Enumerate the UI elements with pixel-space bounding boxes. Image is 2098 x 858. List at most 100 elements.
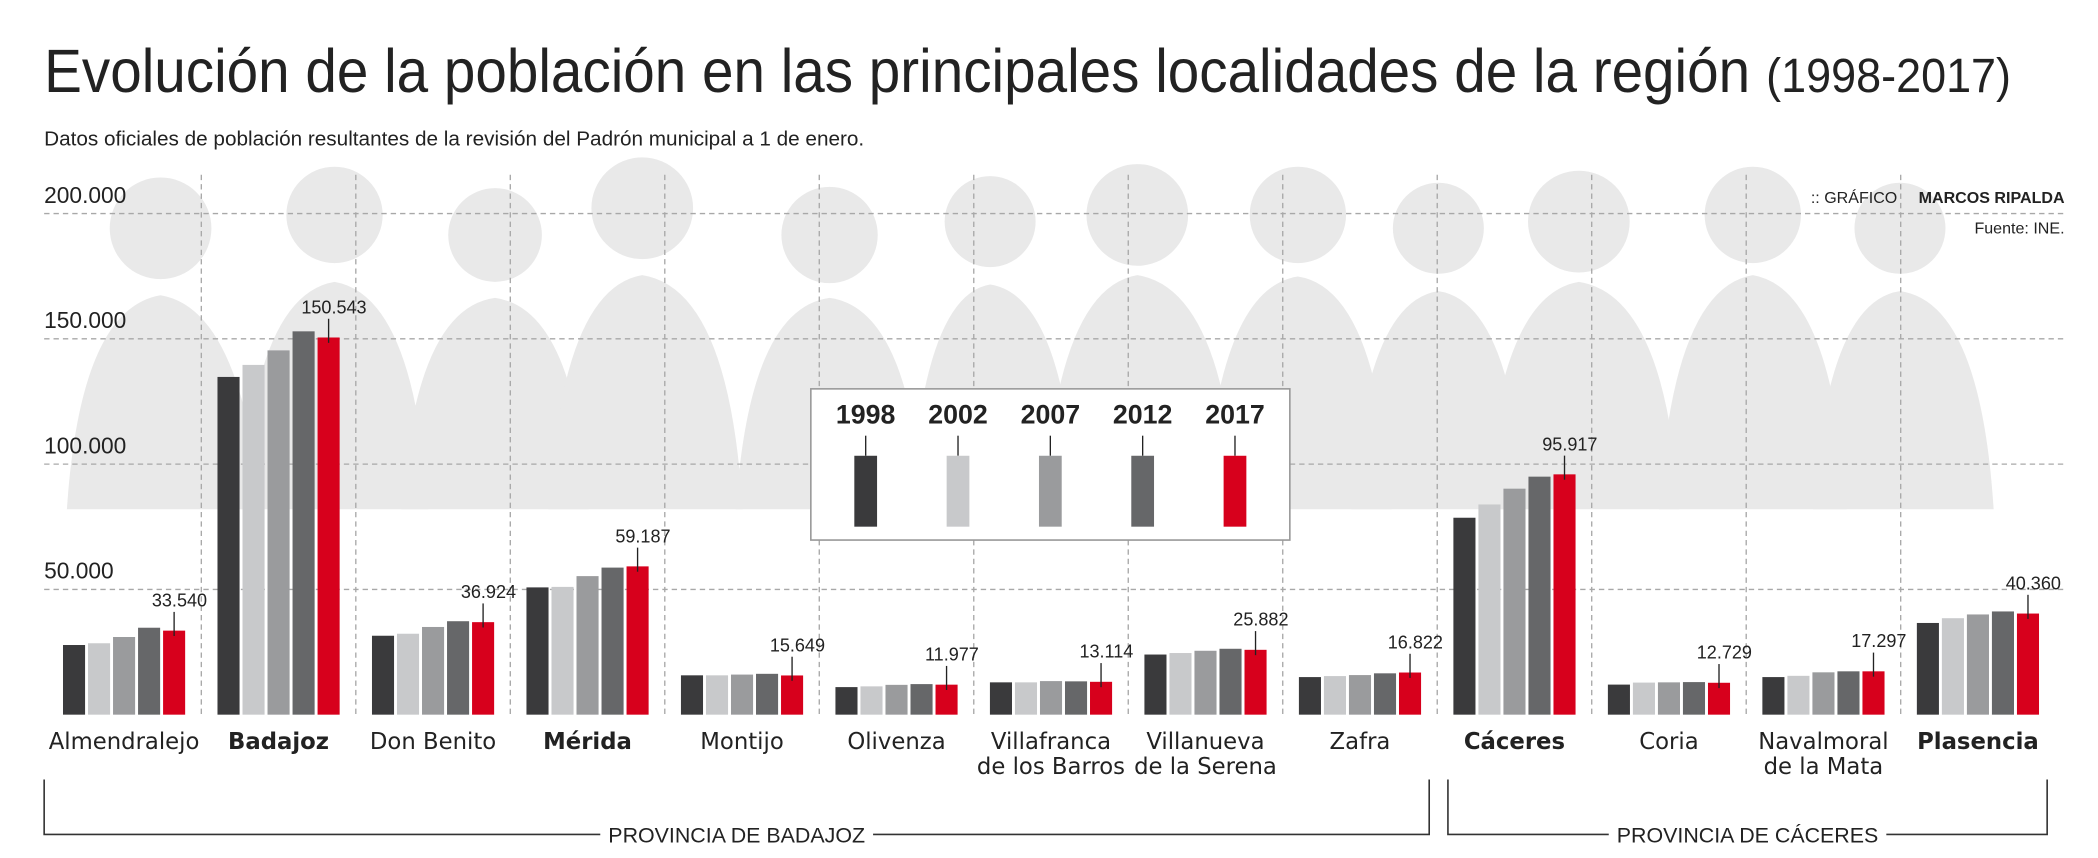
bar	[1862, 671, 1885, 715]
category-label-box: Villafranca de los Barros	[976, 730, 1126, 781]
category-label-box: Coria	[1639, 730, 1699, 756]
bar	[447, 621, 470, 715]
x-tick-label: Plasencia	[1917, 730, 2039, 756]
value-label: 13.114	[1079, 642, 1133, 662]
bar	[835, 687, 858, 715]
bar	[62, 645, 86, 715]
bar	[1373, 673, 1397, 715]
bar	[1503, 488, 1526, 715]
category-label-box: Cáceres	[1463, 730, 1566, 756]
bar	[1916, 622, 1939, 715]
bar	[730, 674, 754, 715]
group-label: PROVINCIA DE CÁCERES	[1617, 822, 1879, 847]
category-label-box: Olivenza	[847, 730, 945, 755]
bar	[267, 350, 290, 715]
category-label-box: Montijo	[700, 730, 783, 755]
title-period: (1998-2017)	[1766, 49, 2011, 103]
bar	[138, 627, 161, 715]
bar	[1528, 476, 1551, 715]
group-label-bg	[1608, 821, 1887, 848]
category-label-box: Zafra	[1330, 730, 1391, 755]
bar	[113, 636, 136, 715]
value-label: 17.297	[1851, 631, 1906, 651]
source: Fuente: INE.	[1974, 220, 2064, 238]
bar	[1787, 675, 1810, 715]
bar	[1812, 672, 1835, 715]
credit-author: MARCOS RIPALDA	[1919, 189, 2065, 207]
value-label: 150.543	[301, 297, 366, 317]
bar	[1453, 517, 1476, 715]
legend-label: 2007	[1021, 400, 1081, 430]
group-label-bg	[600, 821, 874, 848]
bar	[1762, 677, 1785, 715]
bar	[526, 587, 549, 715]
bar	[1632, 682, 1655, 715]
value-label: 95.917	[1542, 434, 1597, 454]
bar	[472, 622, 495, 715]
category-label-box: Villanueva de la Serena	[1134, 730, 1277, 781]
bar	[935, 684, 958, 715]
bar	[1478, 504, 1501, 715]
value-label: 25.882	[1233, 610, 1288, 630]
category-label-box: Navalmoral de la Mata	[1758, 730, 1888, 780]
x-tick-label: Coria	[1639, 730, 1699, 756]
bar	[756, 673, 779, 715]
y-tick-label: 200.000	[44, 182, 126, 208]
bar	[396, 633, 420, 715]
bar	[1039, 681, 1063, 715]
value-label: 33.540	[152, 591, 207, 611]
group-label: PROVINCIA DE BADAJOZ	[608, 823, 865, 847]
x-tick-label: Don Benito	[369, 730, 497, 756]
bar	[163, 630, 186, 715]
bar	[576, 576, 599, 715]
x-tick-label: Villafranca de los Barros	[976, 730, 1126, 781]
chart-title: Evolución de la población en las princip…	[44, 37, 1750, 106]
bar	[1298, 677, 1321, 715]
bar	[1991, 611, 2014, 715]
bar	[1398, 672, 1422, 715]
bar	[1348, 675, 1372, 715]
legend-swatch	[1223, 455, 1247, 527]
bar	[989, 682, 1013, 715]
bar	[317, 337, 340, 715]
bar	[860, 686, 883, 715]
category-label-box: Mérida	[543, 730, 632, 756]
bar	[1169, 653, 1192, 715]
bar	[626, 566, 649, 715]
bar	[1323, 676, 1347, 715]
legend-label: 1998	[836, 400, 896, 430]
bar	[551, 586, 574, 715]
bar	[1607, 684, 1630, 715]
x-tick-label: Villanueva de la Serena	[1134, 730, 1277, 781]
bar	[1837, 671, 1860, 715]
bar	[910, 684, 933, 715]
value-label: 15.649	[770, 635, 825, 655]
bar	[1064, 681, 1088, 715]
value-label: 59.187	[615, 526, 670, 546]
value-label: 11.977	[925, 645, 979, 665]
category-label-box: Badajoz	[228, 730, 330, 756]
value-label: 40.360	[2006, 573, 2061, 593]
bar	[1244, 649, 1267, 715]
bar	[1707, 682, 1731, 715]
legend-swatch	[854, 455, 878, 527]
y-tick-label: 100.000	[44, 432, 126, 458]
x-tick-label: Cáceres	[1463, 730, 1566, 756]
bar	[242, 364, 265, 715]
legend-label: 2017	[1205, 400, 1265, 430]
x-tick-label: Almendralejo	[48, 730, 200, 756]
bar	[1682, 682, 1706, 715]
x-tick-label: Badajoz	[228, 730, 330, 756]
bar	[1219, 648, 1242, 715]
x-tick-label: Mérida	[543, 730, 632, 756]
bar	[292, 331, 315, 715]
bar	[217, 376, 240, 715]
value-label: 36.924	[461, 582, 516, 602]
y-tick-label: 150.000	[44, 307, 126, 333]
bar	[422, 626, 445, 715]
bar	[1194, 650, 1217, 715]
bar	[705, 675, 729, 715]
y-tick-label: 50.000	[44, 558, 114, 584]
